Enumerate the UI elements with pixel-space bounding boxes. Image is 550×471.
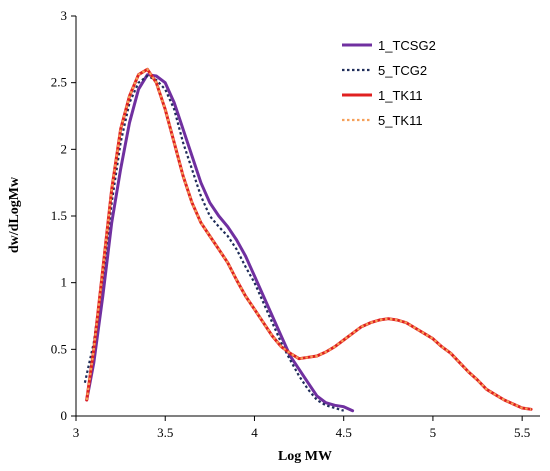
series-line-1-tk11 bbox=[85, 67, 533, 411]
x-axis: 3 3.5 4 4.5 5 5.5 bbox=[73, 415, 540, 440]
legend-label: 5_TK11 bbox=[378, 113, 423, 128]
x-tick-label: 4 bbox=[251, 425, 258, 440]
x-tick-label: 4.5 bbox=[336, 425, 352, 440]
x-tick-label: 5.5 bbox=[514, 425, 530, 440]
y-axis-title: dw/dLogMw bbox=[7, 176, 22, 253]
legend-label: 5_TCG2 bbox=[378, 63, 427, 78]
x-axis-title: Log MW bbox=[278, 449, 332, 464]
series-layer bbox=[83, 67, 533, 413]
x-tick-label: 3.5 bbox=[157, 425, 173, 440]
legend-label: 1_TK11 bbox=[378, 88, 423, 103]
y-axis: 0 0.5 1 1.5 2 2.5 3 bbox=[51, 8, 77, 423]
legend-label: 1_TCSG2 bbox=[378, 38, 436, 53]
x-tick-label: 5 bbox=[430, 425, 437, 440]
x-tick-label: 3 bbox=[73, 425, 80, 440]
y-tick-label: 1.5 bbox=[51, 208, 67, 223]
series-line-5-tk11 bbox=[85, 68, 532, 411]
y-tick-label: 2.5 bbox=[51, 75, 67, 90]
series-line-1-tcsg2 bbox=[85, 73, 355, 413]
y-tick-label: 3 bbox=[61, 8, 68, 23]
y-tick-label: 0 bbox=[61, 408, 68, 423]
y-tick-label: 2 bbox=[61, 141, 68, 156]
y-tick-label: 1 bbox=[61, 275, 68, 290]
legend: 1_TCSG2 5_TCG2 1_TK11 5_TK11 bbox=[342, 38, 436, 128]
series-line-5-tcg2 bbox=[83, 74, 345, 412]
y-tick-label: 0.5 bbox=[51, 341, 67, 356]
